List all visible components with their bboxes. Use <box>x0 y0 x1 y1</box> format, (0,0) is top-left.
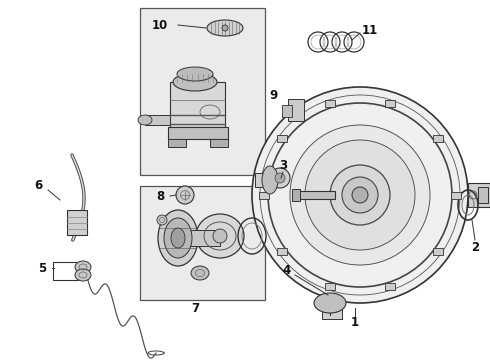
Bar <box>168 127 228 139</box>
Bar <box>322 307 342 319</box>
Text: 11: 11 <box>362 23 378 36</box>
Bar <box>451 192 461 198</box>
Ellipse shape <box>158 210 198 266</box>
Ellipse shape <box>75 261 91 273</box>
Text: 2: 2 <box>471 240 479 253</box>
Circle shape <box>290 125 430 265</box>
Bar <box>385 100 394 107</box>
Bar <box>325 100 335 107</box>
Text: 5: 5 <box>38 261 46 274</box>
Text: 7: 7 <box>191 302 199 315</box>
Bar <box>170 82 225 127</box>
Bar <box>433 135 442 142</box>
Bar <box>468 183 490 207</box>
Text: 9: 9 <box>269 89 277 102</box>
Bar <box>325 283 335 290</box>
Text: 1: 1 <box>351 315 359 328</box>
Bar <box>168 139 186 147</box>
Ellipse shape <box>213 229 227 243</box>
Ellipse shape <box>176 186 194 204</box>
Text: 10: 10 <box>152 18 168 32</box>
Text: 6: 6 <box>34 179 42 192</box>
Ellipse shape <box>207 20 243 36</box>
Ellipse shape <box>138 115 152 125</box>
Bar <box>433 248 442 255</box>
Bar <box>178 230 220 246</box>
Bar <box>259 192 269 198</box>
Circle shape <box>222 25 228 31</box>
Bar <box>385 283 394 290</box>
Ellipse shape <box>270 168 290 188</box>
Bar <box>282 105 292 117</box>
Circle shape <box>252 87 468 303</box>
Bar <box>210 139 228 147</box>
Ellipse shape <box>191 266 209 280</box>
Bar <box>53 262 78 280</box>
Bar <box>67 210 87 235</box>
Ellipse shape <box>275 173 285 183</box>
Bar <box>145 115 170 125</box>
Bar <box>277 248 287 255</box>
Ellipse shape <box>177 67 213 81</box>
Ellipse shape <box>164 218 192 258</box>
Bar <box>140 186 265 300</box>
Ellipse shape <box>262 166 278 194</box>
Ellipse shape <box>173 73 217 91</box>
Bar <box>478 187 488 203</box>
Ellipse shape <box>196 214 244 258</box>
Circle shape <box>330 165 390 225</box>
Bar <box>140 8 265 175</box>
Text: 4: 4 <box>283 264 291 276</box>
Ellipse shape <box>171 228 185 248</box>
Circle shape <box>342 177 378 213</box>
Ellipse shape <box>314 293 346 313</box>
Bar <box>288 99 304 121</box>
Text: 3: 3 <box>279 158 287 171</box>
Circle shape <box>157 215 167 225</box>
Text: 8: 8 <box>156 189 164 202</box>
Bar <box>295 191 335 199</box>
Ellipse shape <box>75 269 91 281</box>
Bar <box>292 189 300 201</box>
Bar <box>277 135 287 142</box>
Circle shape <box>352 187 368 203</box>
Circle shape <box>305 140 415 250</box>
Bar <box>255 173 273 187</box>
